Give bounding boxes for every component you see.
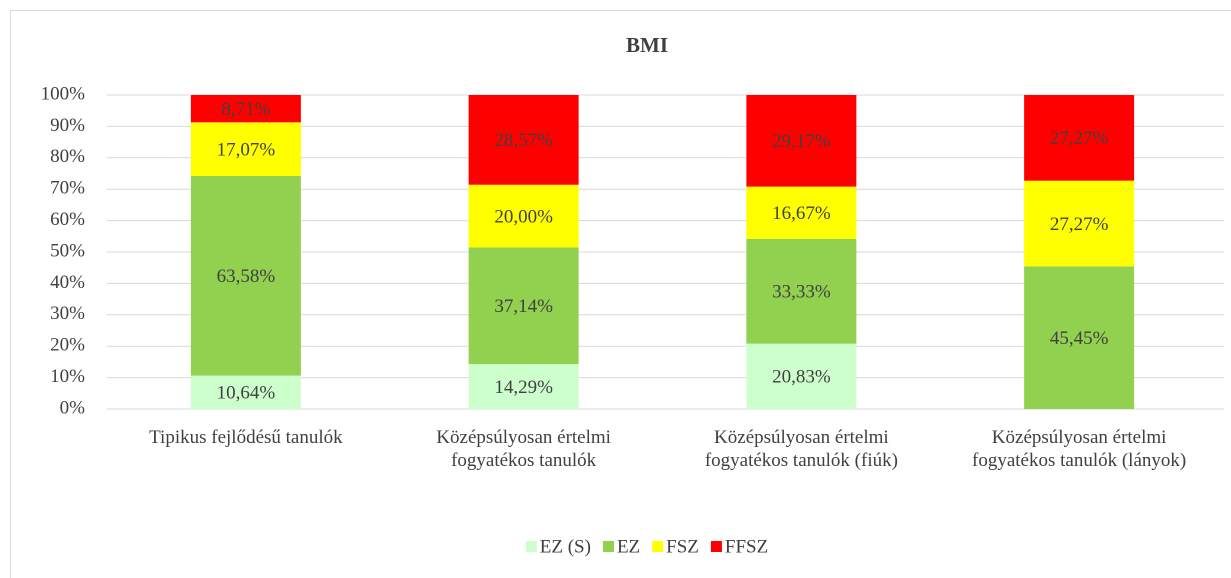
- data-label: 33,33%: [772, 282, 831, 303]
- bar-segment: [190, 122, 301, 176]
- bar-segment: [746, 186, 857, 239]
- bar-segment: [468, 247, 579, 365]
- data-label: 10,64%: [217, 383, 276, 404]
- legend-label: EZ: [617, 536, 640, 557]
- x-tick-label: Középsúlyosan értelmi fogyatékos tanulók…: [704, 427, 898, 471]
- data-label: 20,00%: [494, 206, 553, 227]
- y-tick-label: 10%: [50, 366, 85, 387]
- bar-segment: [190, 375, 301, 409]
- data-label: 8,71%: [221, 99, 270, 120]
- data-label: 16,67%: [772, 203, 831, 224]
- y-tick-label: 40%: [50, 272, 85, 293]
- bar-segment: [746, 343, 857, 409]
- legend-label: FFSZ: [725, 536, 768, 557]
- bar-segment: [746, 238, 857, 344]
- bar-segment: [1024, 95, 1135, 181]
- legend-swatch: [602, 541, 614, 552]
- chart-title: BMI: [626, 33, 668, 57]
- bar-segment: [746, 95, 857, 187]
- data-label: 27,27%: [1050, 214, 1109, 235]
- y-tick-label: 50%: [50, 240, 85, 261]
- data-label: 29,17%: [772, 131, 831, 152]
- data-label: 20,83%: [772, 367, 831, 388]
- bar-segment: [468, 184, 579, 248]
- data-label: 28,57%: [494, 130, 553, 151]
- bar-segment: [1024, 180, 1135, 267]
- bar-segment: [468, 364, 579, 409]
- y-tick-label: 80%: [50, 146, 85, 167]
- x-tick-label: Középsúlyosan értelmi fogyatékos tanulók: [436, 427, 611, 471]
- legend-swatch: [652, 541, 664, 552]
- y-tick-label: 60%: [50, 209, 85, 230]
- data-label: 37,14%: [494, 296, 553, 317]
- legend-swatch: [525, 541, 537, 552]
- data-label: 27,27%: [1050, 128, 1109, 149]
- legend-swatch: [710, 541, 722, 552]
- chart-frame: [10, 10, 1231, 578]
- y-tick-label: 90%: [50, 115, 85, 136]
- data-label: 14,29%: [494, 377, 553, 398]
- y-tick-label: 30%: [50, 303, 85, 324]
- y-tick-label: 20%: [50, 335, 85, 356]
- y-tick-label: 100%: [41, 83, 86, 104]
- bar-segment: [190, 175, 301, 376]
- y-tick-label: 0%: [60, 397, 86, 418]
- y-tick-label: 70%: [50, 178, 85, 199]
- data-label: 63,58%: [217, 266, 276, 287]
- legend-label: EZ (S): [540, 536, 591, 557]
- data-label: 45,45%: [1050, 328, 1109, 349]
- x-tick-label: Középsúlyosan értelmi fogyatékos tanulók…: [972, 427, 1187, 471]
- data-label: 17,07%: [217, 140, 276, 161]
- bar-segment: [468, 95, 579, 185]
- bar-segment: [190, 95, 301, 123]
- legend-label: FSZ: [666, 536, 699, 557]
- bar-segment: [1024, 266, 1135, 409]
- x-tick-label: Tipikus fejlődésű tanulók: [149, 427, 343, 448]
